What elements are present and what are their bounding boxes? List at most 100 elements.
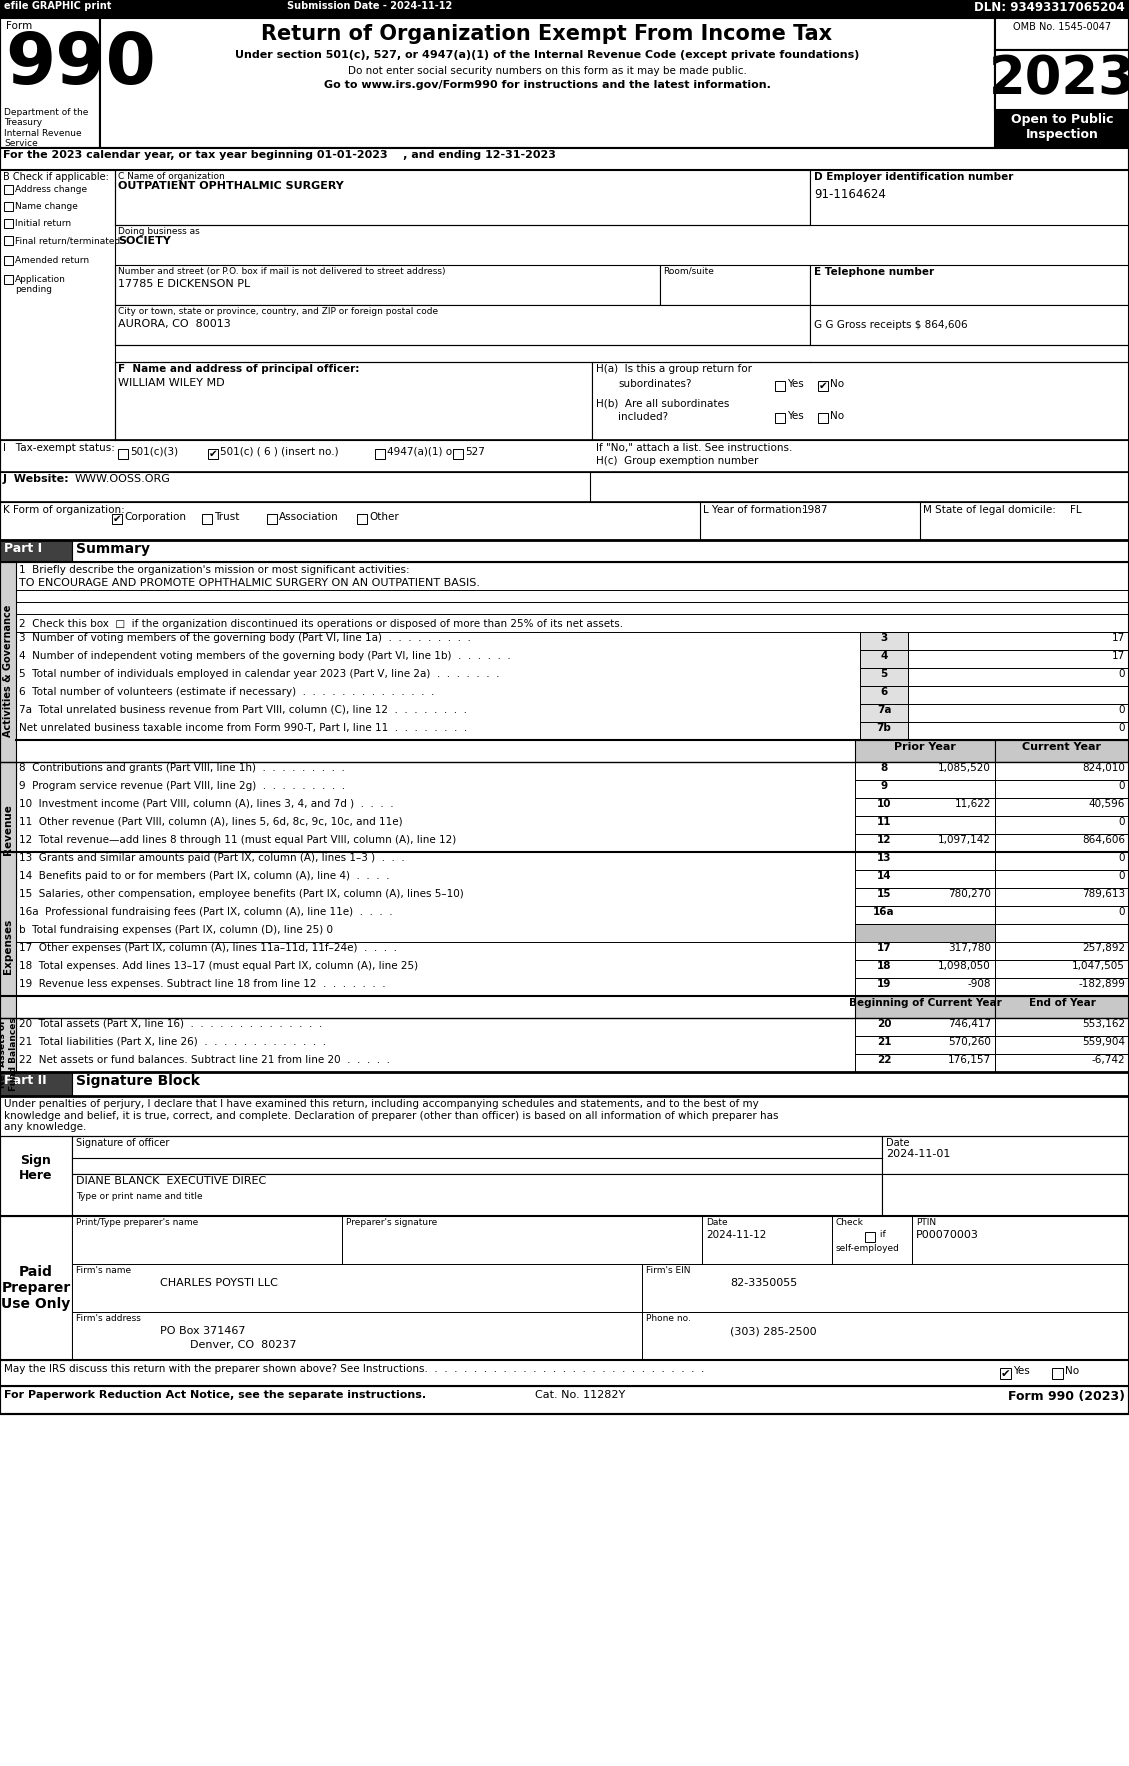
Bar [0, 1217, 72, 1360]
Bar [995, 816, 1129, 834]
Text: 1  Briefly describe the organization's mission or most significant activities:: 1 Briefly describe the organization's mi… [19, 565, 410, 576]
Text: K Form of organization:: K Form of organization: [3, 505, 124, 516]
Bar [995, 961, 1129, 978]
Text: 3  Number of voting members of the governing body (Part VI, line 1a)  .  .  .  .: 3 Number of voting members of the govern… [19, 632, 471, 643]
Text: Print/Type preparer's name: Print/Type preparer's name [76, 1219, 199, 1227]
Text: Revenue: Revenue [3, 805, 14, 855]
Text: (303) 285-2500: (303) 285-2500 [730, 1326, 816, 1337]
Text: Final return/terminated: Final return/terminated [15, 237, 121, 245]
Text: Form 990 (2023): Form 990 (2023) [1008, 1390, 1124, 1402]
Text: OMB No. 1545-0047: OMB No. 1545-0047 [1013, 21, 1111, 32]
Bar [0, 851, 16, 1040]
Text: Expenses: Expenses [3, 918, 14, 973]
Bar [860, 941, 908, 961]
Text: Paid
Preparer
Use Only: Paid Preparer Use Only [1, 1264, 71, 1310]
Text: Other: Other [369, 512, 399, 523]
Text: 14  Benefits paid to or for members (Part IX, column (A), line 4)  .  .  .  .: 14 Benefits paid to or for members (Part… [19, 871, 390, 881]
Text: Part I: Part I [5, 542, 42, 555]
Text: 13: 13 [877, 853, 891, 864]
Text: Yes: Yes [787, 380, 804, 389]
Bar [995, 941, 1129, 961]
Text: Open to Public
Inspection: Open to Public Inspection [1010, 113, 1113, 141]
Bar [995, 761, 1129, 781]
Text: May the IRS discuss this return with the preparer shown above? See Instructions.: May the IRS discuss this return with the… [5, 1363, 704, 1374]
Text: 6: 6 [881, 687, 887, 698]
Text: Signature Block: Signature Block [76, 1074, 200, 1088]
Bar [860, 1054, 908, 1072]
Bar [855, 834, 995, 851]
Text: Beginning of Current Year: Beginning of Current Year [849, 998, 1001, 1008]
Bar [0, 1136, 72, 1217]
Bar [855, 978, 995, 996]
Text: 20  Total assets (Part X, line 16)  .  .  .  .  .  .  .  .  .  .  .  .  .  .: 20 Total assets (Part X, line 16) . . . … [19, 1019, 322, 1030]
Text: Yes: Yes [787, 411, 804, 420]
Text: 16a  Professional fundraising fees (Part IX, column (A), line 11e)  .  .  .  .: 16a Professional fundraising fees (Part … [19, 908, 393, 917]
Text: Firm's address: Firm's address [76, 1314, 141, 1323]
Bar [855, 761, 995, 781]
Bar [0, 148, 1129, 170]
Bar [115, 170, 809, 224]
Text: Name change: Name change [15, 201, 78, 210]
Text: Under penalties of perjury, I declare that I have examined this return, includin: Under penalties of perjury, I declare th… [5, 1098, 779, 1132]
Bar [865, 1233, 875, 1241]
Bar [855, 740, 995, 761]
Text: 14: 14 [877, 871, 891, 881]
Text: C Name of organization: C Name of organization [119, 171, 225, 180]
Text: Check: Check [835, 1219, 864, 1227]
Text: 17785 E DICKENSON PL: 17785 E DICKENSON PL [119, 279, 251, 290]
Text: Do not enter social security numbers on this form as it may be made public.: Do not enter social security numbers on … [348, 65, 746, 76]
Bar [995, 49, 1129, 109]
Bar [0, 0, 1129, 1415]
Bar [855, 851, 995, 871]
Bar [860, 632, 908, 650]
Bar [860, 816, 908, 834]
Text: City or town, state or province, country, and ZIP or foreign postal code: City or town, state or province, country… [119, 307, 438, 316]
Text: FL: FL [1070, 505, 1082, 516]
Bar [809, 306, 1129, 344]
Text: Summary: Summary [76, 542, 150, 556]
Text: ✔: ✔ [819, 381, 828, 390]
Bar [774, 413, 785, 424]
Bar [995, 1037, 1129, 1054]
Bar [882, 1174, 1129, 1217]
Bar [115, 306, 809, 344]
Text: WILLIAM WILEY MD: WILLIAM WILEY MD [119, 378, 225, 389]
Bar [855, 798, 995, 816]
Text: 0: 0 [1119, 871, 1124, 881]
Text: Type or print name and title: Type or print name and title [76, 1192, 202, 1201]
Text: H(a)  Is this a group return for: H(a) Is this a group return for [596, 364, 752, 374]
Text: 18  Total expenses. Add lines 13–17 (must equal Part IX, column (A), line 25): 18 Total expenses. Add lines 13–17 (must… [19, 961, 418, 971]
Text: 16a: 16a [873, 908, 895, 917]
Text: End of Year: End of Year [1029, 998, 1095, 1008]
Text: 1987: 1987 [802, 505, 829, 516]
Text: 527: 527 [465, 447, 484, 457]
Bar [882, 1136, 1129, 1174]
Bar [995, 834, 1129, 851]
Text: 11: 11 [877, 818, 891, 826]
Bar [0, 440, 1129, 472]
Bar [0, 0, 1129, 18]
Text: 9: 9 [881, 781, 887, 791]
Bar [5, 256, 14, 265]
Text: Under section 501(c), 527, or 4947(a)(1) of the Internal Revenue Code (except pr: Under section 501(c), 527, or 4947(a)(1)… [235, 49, 859, 60]
Text: 2  Check this box  □  if the organization discontinued its operations or dispose: 2 Check this box □ if the organization d… [19, 620, 623, 629]
Text: 4947(a)(1) or: 4947(a)(1) or [387, 447, 456, 457]
Text: 864,606: 864,606 [1082, 835, 1124, 844]
Text: Doing business as: Doing business as [119, 228, 200, 237]
Text: F  Name and address of principal officer:: F Name and address of principal officer: [119, 364, 359, 374]
Text: Sign
Here: Sign Here [19, 1153, 53, 1181]
Text: Firm's EIN: Firm's EIN [646, 1266, 691, 1275]
Bar [72, 1217, 342, 1264]
Bar [908, 632, 1129, 650]
Bar [115, 362, 592, 440]
Text: 82-3350055: 82-3350055 [730, 1279, 797, 1287]
Text: No: No [830, 380, 844, 389]
Text: 4  Number of independent voting members of the governing body (Part VI, line 1b): 4 Number of independent voting members o… [19, 652, 510, 660]
Bar [995, 871, 1129, 888]
Text: ✔: ✔ [209, 449, 218, 459]
Text: Application
pending: Application pending [15, 275, 65, 295]
Text: Amended return: Amended return [15, 256, 89, 265]
Bar [642, 1312, 1129, 1360]
Text: 2024-11-01: 2024-11-01 [886, 1150, 951, 1158]
Bar [809, 170, 1129, 224]
